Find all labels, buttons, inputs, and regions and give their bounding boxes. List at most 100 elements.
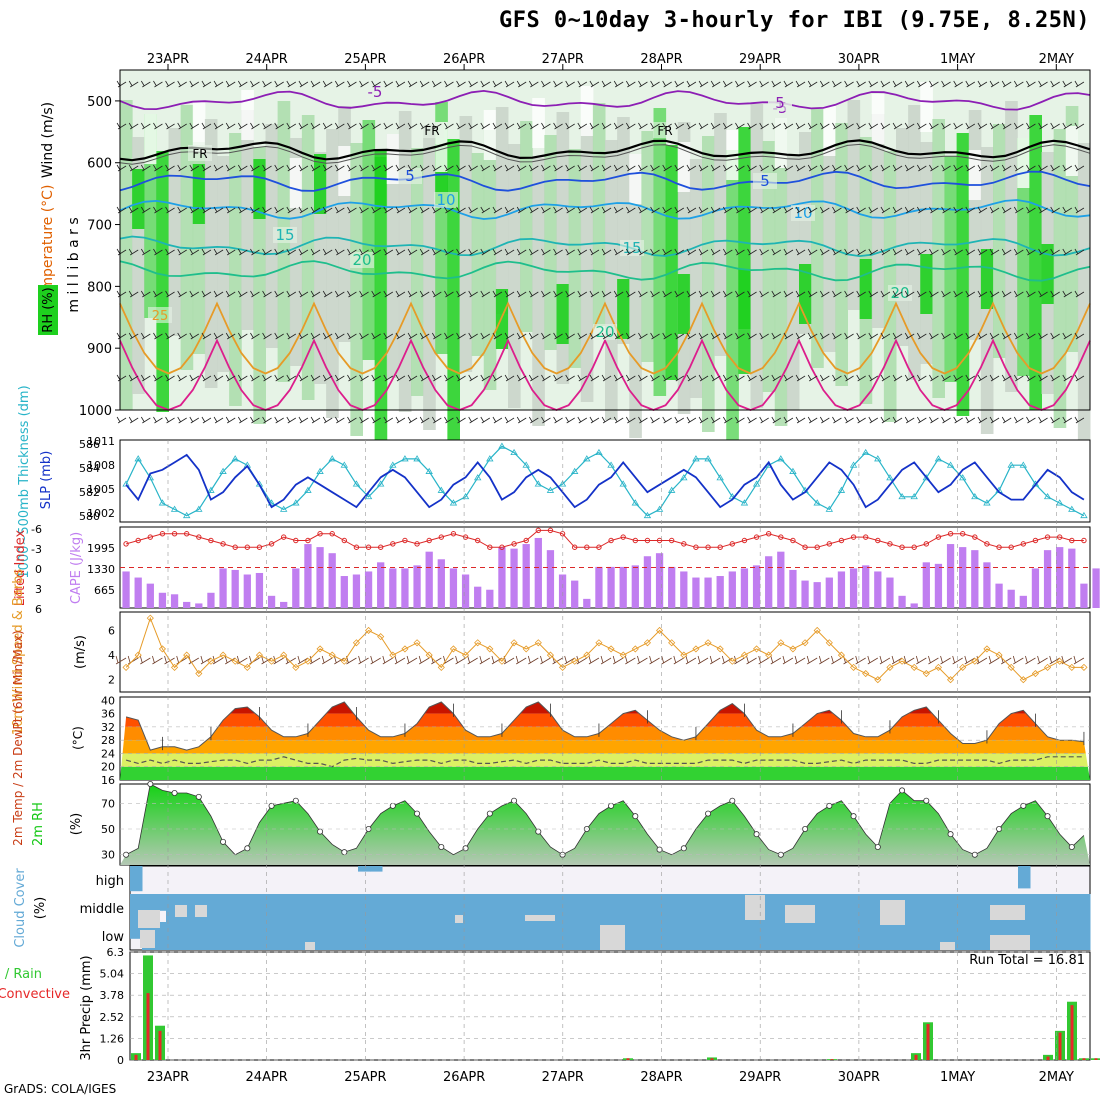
wind-barb xyxy=(832,416,842,424)
cloud-cell-low xyxy=(802,922,815,950)
cape-bar xyxy=(486,589,494,608)
surface-wind-barb xyxy=(879,655,891,665)
wind-barb xyxy=(213,164,224,172)
cape-bar xyxy=(437,559,445,608)
temp-tick-label: 24 xyxy=(101,747,115,760)
wind-barb xyxy=(613,290,624,298)
wind-barb xyxy=(177,164,187,172)
wind-speed-marker xyxy=(995,651,1003,659)
wind-barb xyxy=(783,332,794,340)
date-label-bottom: 28APR xyxy=(640,1070,682,1085)
thickness-marker xyxy=(1080,511,1088,519)
li-marker xyxy=(135,537,141,544)
isotherm-label: 20 xyxy=(595,323,614,341)
surface-wind-barb xyxy=(1025,655,1036,665)
wind-barb xyxy=(868,374,879,382)
wind-barb xyxy=(941,164,951,172)
isotherm-label-bg xyxy=(188,145,212,161)
wind-barb xyxy=(965,248,976,256)
wind-barb xyxy=(419,332,430,340)
li-marker xyxy=(681,541,687,547)
wind-barb xyxy=(553,248,563,256)
wind-barb xyxy=(189,248,200,256)
wind-barb xyxy=(868,290,879,298)
li-marker xyxy=(341,537,348,544)
temp-band xyxy=(120,726,1090,741)
rh-shade-column xyxy=(956,133,970,416)
wind-barb xyxy=(347,206,357,214)
wind-barb xyxy=(698,122,709,130)
date-label-bottom: 1MAY xyxy=(940,1070,975,1085)
wind-barb xyxy=(492,164,503,172)
temp-axis-label: 2m Temp / 2m DewPt (6hr Min/Max) xyxy=(11,630,25,846)
wind-barb xyxy=(589,248,600,256)
wind-barb xyxy=(116,416,127,424)
wind-speed-marker xyxy=(207,657,215,665)
wind-barb xyxy=(262,206,272,214)
surface-wind-barb xyxy=(321,655,333,665)
slp-tick-label: 1008 xyxy=(87,459,115,472)
wind-barb xyxy=(541,332,551,340)
li-marker xyxy=(814,544,820,550)
wind-barb xyxy=(929,164,939,172)
cloud-cell-middle xyxy=(334,894,347,922)
wind-barb xyxy=(347,248,357,256)
wind-speed-marker xyxy=(643,639,652,647)
wind-barb xyxy=(334,122,345,130)
wind-barb xyxy=(844,290,854,298)
wind-barb xyxy=(359,122,369,130)
rh-shade-column xyxy=(726,150,739,450)
wind-barb xyxy=(771,248,782,256)
wind-barb xyxy=(977,332,988,340)
wind-barb xyxy=(1050,122,1060,130)
wind-barb xyxy=(431,80,442,88)
isotherm-line xyxy=(119,199,1091,220)
legend-temperature: Temperature (°C) xyxy=(40,185,56,307)
wind-barb xyxy=(1062,80,1073,88)
li-marker xyxy=(305,537,311,544)
cloud-cell-middle xyxy=(1030,894,1043,922)
wind-barb xyxy=(250,248,260,256)
surface-wind-barb xyxy=(382,655,394,665)
wind-barb xyxy=(977,248,988,256)
wind-barb xyxy=(383,206,394,214)
precip-tick-label: 5.04 xyxy=(100,968,125,981)
rh-shade-moist xyxy=(192,164,206,224)
isotherm-label: 15 xyxy=(622,239,641,257)
wind-barb xyxy=(322,164,333,172)
isotherm-label: 5 xyxy=(760,172,770,190)
wind-barb xyxy=(165,248,175,256)
wind-barb xyxy=(383,290,394,298)
legend-rh-swatch xyxy=(38,285,58,335)
wind-barb xyxy=(1050,416,1060,424)
wind-barb xyxy=(674,206,685,214)
cape-bar xyxy=(522,544,530,608)
date-label-top: 27APR xyxy=(542,52,584,67)
cape-bar xyxy=(752,565,761,608)
precip-conv-bar xyxy=(710,1058,714,1060)
surface-wind-barb xyxy=(928,655,939,665)
isotherm-label-bg xyxy=(434,192,458,208)
wind-barb xyxy=(456,332,466,340)
wind-barb xyxy=(832,248,842,256)
cape-bar xyxy=(534,537,542,608)
thickness-marker xyxy=(607,461,615,468)
li-marker xyxy=(644,537,651,544)
wind-barb xyxy=(1038,374,1048,382)
isotherm-line xyxy=(119,338,1091,411)
wind-barb xyxy=(1062,374,1073,382)
cape-bar xyxy=(1007,589,1015,608)
wind-barb xyxy=(953,332,963,340)
wind-speed-marker xyxy=(364,626,373,635)
wind-barb xyxy=(553,122,563,130)
precip-conv-bar xyxy=(146,993,150,1060)
wind-barb xyxy=(977,290,988,298)
rh-shade-column xyxy=(374,157,388,454)
rh2m-group: 70 50 30 2m RH (%) xyxy=(31,781,1091,866)
cloud-cell-middle xyxy=(610,894,623,922)
isotherm-label-bg xyxy=(753,173,777,189)
wind-barb xyxy=(819,290,830,298)
wind-barb xyxy=(1038,290,1048,298)
rh-shade-moist xyxy=(556,284,570,344)
